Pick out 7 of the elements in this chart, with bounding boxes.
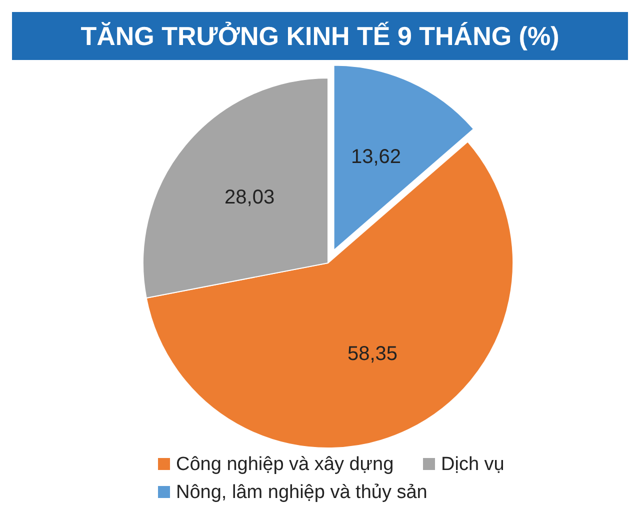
legend-label: Công nghiệp và xây dựng [176,454,394,475]
data-label: 28,03 [224,186,275,208]
data-label: 58,35 [347,342,398,365]
chart-title: TĂNG TRƯỞNG KINH TẾ 9 THÁNG (%) [80,21,560,51]
data-label: 13,62 [351,146,402,168]
legend-label: Dịch vụ [441,454,504,475]
legend-label: Nông, lâm nghiệp và thủy sản [176,482,428,503]
